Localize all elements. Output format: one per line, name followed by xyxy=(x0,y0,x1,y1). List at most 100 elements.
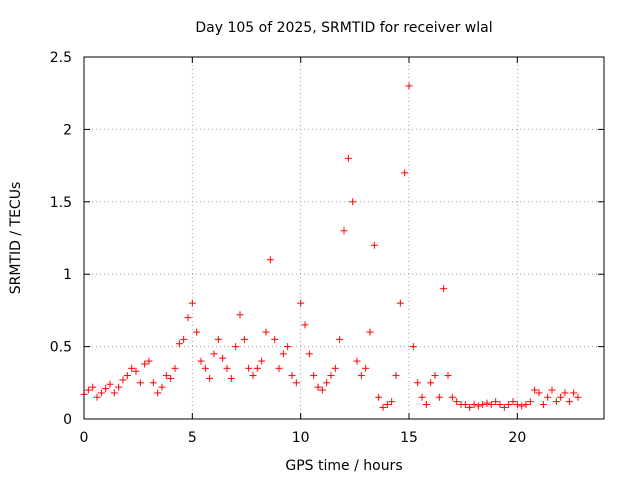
data-point xyxy=(232,343,240,351)
data-point xyxy=(552,398,560,406)
data-point xyxy=(279,350,287,358)
data-point xyxy=(167,374,175,382)
data-point xyxy=(97,389,105,397)
data-point xyxy=(422,401,430,409)
data-point xyxy=(258,357,266,365)
data-point xyxy=(227,374,235,382)
data-point xyxy=(535,389,543,397)
x-tick-label: 0 xyxy=(80,430,89,446)
data-point xyxy=(84,386,92,394)
data-point xyxy=(223,364,231,372)
data-point xyxy=(214,335,222,343)
data-series-srmtid xyxy=(80,82,582,411)
grid xyxy=(84,57,604,419)
data-point xyxy=(132,367,140,375)
y-axis-label: SRMTID / TECUs xyxy=(8,182,24,295)
data-point xyxy=(362,364,370,372)
data-point xyxy=(448,393,456,401)
data-point xyxy=(327,372,335,380)
data-point xyxy=(344,154,352,162)
data-point xyxy=(461,401,469,409)
data-point xyxy=(487,401,495,409)
data-point xyxy=(171,364,179,372)
data-point xyxy=(266,256,274,264)
y-tick-label: 1.5 xyxy=(50,195,72,211)
x-tick-label: 20 xyxy=(508,430,526,446)
data-point xyxy=(297,299,305,307)
data-point xyxy=(366,328,374,336)
data-point xyxy=(561,389,569,397)
x-axis-tick-labels: 0 5 10 15 20 xyxy=(80,430,527,446)
data-point xyxy=(539,401,547,409)
data-point xyxy=(570,389,578,397)
data-point xyxy=(500,403,508,411)
data-point xyxy=(145,357,153,365)
chart-title: Day 105 of 2025, SRMTID for receiver wla… xyxy=(195,20,492,36)
y-tick-label: 2 xyxy=(63,122,72,138)
data-point xyxy=(405,82,413,90)
data-point xyxy=(210,350,218,358)
data-point xyxy=(565,398,573,406)
data-point xyxy=(483,399,491,407)
data-point xyxy=(206,374,214,382)
data-point xyxy=(292,379,300,387)
data-point xyxy=(89,383,97,391)
data-point xyxy=(388,398,396,406)
data-point xyxy=(193,328,201,336)
data-point xyxy=(197,357,205,365)
data-point xyxy=(396,299,404,307)
x-tick-label: 15 xyxy=(400,430,418,446)
data-point xyxy=(531,386,539,394)
y-axis-tick-labels: 0 0.5 1 1.5 2 2.5 xyxy=(50,50,72,428)
data-point xyxy=(253,364,261,372)
data-point xyxy=(548,386,556,394)
data-point xyxy=(110,389,118,397)
data-point xyxy=(201,364,209,372)
data-point xyxy=(383,401,391,409)
data-point xyxy=(318,386,326,394)
data-point xyxy=(180,335,188,343)
y-tick-label: 0 xyxy=(63,412,72,428)
data-point xyxy=(435,393,443,401)
y-tick-label: 0.5 xyxy=(50,340,72,356)
data-point xyxy=(331,364,339,372)
data-point xyxy=(336,335,344,343)
data-point xyxy=(544,393,552,401)
data-point xyxy=(184,314,192,322)
data-point xyxy=(284,343,292,351)
y-tick-label: 1 xyxy=(63,267,72,283)
data-point xyxy=(119,376,127,384)
data-point xyxy=(414,379,422,387)
data-point xyxy=(219,354,227,362)
data-point xyxy=(401,169,409,177)
data-point xyxy=(301,321,309,329)
data-point xyxy=(115,383,123,391)
data-point xyxy=(492,398,500,406)
data-point xyxy=(522,401,530,409)
data-point xyxy=(305,350,313,358)
data-point xyxy=(340,227,348,235)
data-point xyxy=(440,285,448,293)
data-point xyxy=(505,401,513,409)
data-point xyxy=(431,372,439,380)
data-point xyxy=(518,402,526,410)
data-point xyxy=(574,393,582,401)
data-point xyxy=(106,380,114,388)
data-point xyxy=(271,335,279,343)
data-point xyxy=(240,335,248,343)
data-point xyxy=(474,402,482,410)
data-point xyxy=(141,360,149,368)
data-point xyxy=(136,379,144,387)
x-tick-label: 5 xyxy=(188,430,197,446)
data-point xyxy=(353,357,361,365)
data-point xyxy=(513,401,521,409)
data-point xyxy=(357,372,365,380)
data-point xyxy=(288,372,296,380)
data-point xyxy=(175,340,183,348)
data-point xyxy=(162,372,170,380)
data-point xyxy=(314,383,322,391)
data-point xyxy=(557,393,565,401)
data-point xyxy=(236,311,244,319)
data-point xyxy=(418,393,426,401)
